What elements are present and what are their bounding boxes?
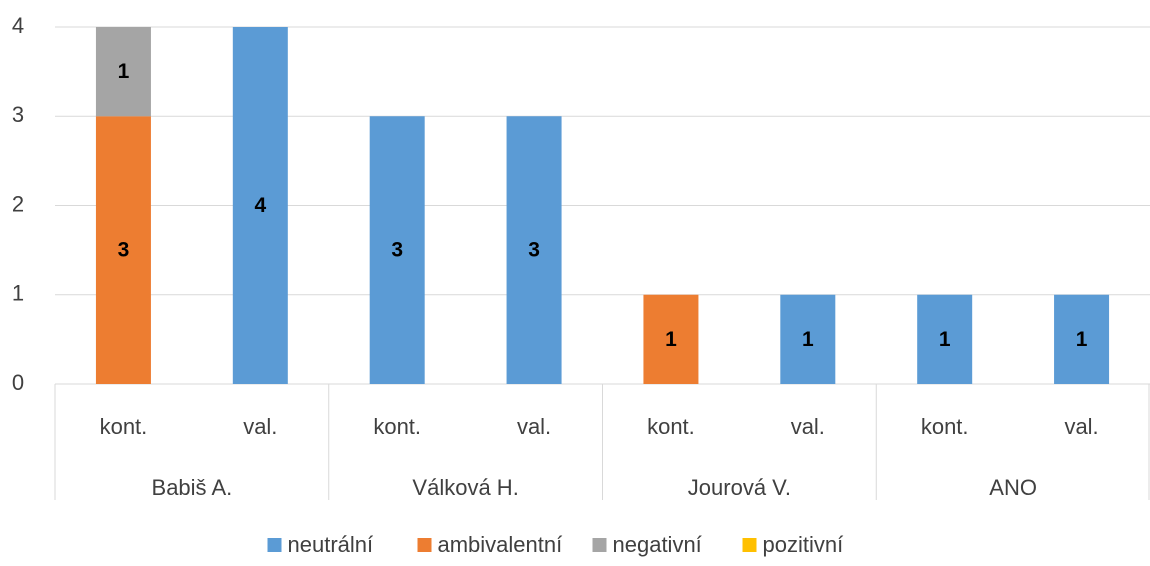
group-label: Jourová V. bbox=[688, 475, 791, 500]
data-label: 1 bbox=[1076, 328, 1088, 351]
group-label: Válková H. bbox=[412, 475, 518, 500]
bar-segment bbox=[506, 116, 562, 384]
bar-segment bbox=[1054, 294, 1110, 384]
x-tick-label: kont. bbox=[647, 414, 695, 439]
data-label: 1 bbox=[118, 60, 130, 83]
y-tick-label: 4 bbox=[12, 13, 24, 38]
x-tick-label: val. bbox=[243, 414, 277, 439]
group-label: Babiš A. bbox=[152, 475, 233, 500]
legend-label: negativní bbox=[613, 532, 702, 557]
legend-swatch bbox=[267, 538, 282, 552]
legend-swatch bbox=[417, 538, 432, 552]
bar-segment bbox=[232, 27, 288, 384]
bar-segment bbox=[95, 27, 151, 117]
y-tick-label: 3 bbox=[12, 102, 24, 127]
legend-swatch bbox=[742, 538, 757, 552]
bar-segment bbox=[643, 294, 699, 384]
legend-label: neutrální bbox=[288, 532, 374, 557]
x-tick-label: val. bbox=[791, 414, 825, 439]
data-label: 3 bbox=[118, 239, 130, 262]
data-label: 1 bbox=[939, 328, 951, 351]
x-tick-label: val. bbox=[1064, 414, 1098, 439]
y-tick-label: 2 bbox=[12, 191, 24, 216]
x-tick-label: kont. bbox=[373, 414, 421, 439]
data-label: 1 bbox=[665, 328, 677, 351]
legend-label: pozitivní bbox=[763, 532, 844, 557]
bar-segment bbox=[780, 294, 836, 384]
data-label: 3 bbox=[391, 239, 403, 262]
y-tick-label: 1 bbox=[12, 281, 24, 306]
data-label: 3 bbox=[528, 239, 540, 262]
data-label: 4 bbox=[254, 194, 266, 217]
y-tick-label: 0 bbox=[12, 370, 24, 395]
x-tick-label: kont. bbox=[921, 414, 969, 439]
bar-segment bbox=[369, 116, 425, 384]
legend-swatch bbox=[592, 538, 607, 552]
x-tick-label: val. bbox=[517, 414, 551, 439]
bar-segment bbox=[917, 294, 973, 384]
data-label: 1 bbox=[802, 328, 814, 351]
group-label: ANO bbox=[989, 475, 1037, 500]
legend-label: ambivalentní bbox=[438, 532, 563, 557]
x-tick-label: kont. bbox=[100, 414, 148, 439]
bar-segment bbox=[95, 116, 151, 384]
